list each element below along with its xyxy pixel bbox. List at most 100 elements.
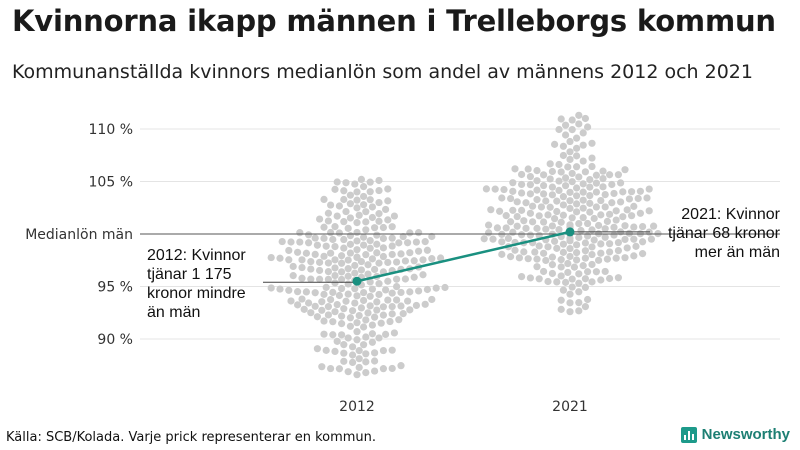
municipality-dot xyxy=(375,198,383,207)
municipality-dot xyxy=(566,299,574,307)
municipality-dot xyxy=(581,247,590,255)
municipality-dot xyxy=(575,173,583,181)
municipality-dot xyxy=(360,201,368,209)
municipality-dot xyxy=(511,246,519,254)
municipality-dot xyxy=(338,312,346,320)
municipality-dot xyxy=(373,306,381,314)
municipality-dot xyxy=(320,234,328,242)
municipality-dot xyxy=(324,259,332,267)
municipality-dot xyxy=(285,286,293,294)
municipality-dot xyxy=(298,263,306,272)
municipality-dot xyxy=(548,191,557,199)
municipality-dot xyxy=(573,184,581,192)
municipality-dot xyxy=(371,367,379,375)
municipality-dot xyxy=(548,183,557,191)
municipality-dot xyxy=(267,253,275,262)
municipality-dot xyxy=(645,185,653,193)
municipality-dot xyxy=(502,212,510,220)
municipality-dot xyxy=(555,186,563,195)
municipality-dot xyxy=(329,331,337,339)
municipality-dot xyxy=(305,239,313,247)
municipality-dot xyxy=(362,368,370,377)
municipality-dot xyxy=(346,322,354,330)
municipality-dot xyxy=(412,301,420,310)
municipality-dot xyxy=(639,222,647,231)
municipality-dot xyxy=(513,212,521,221)
municipality-dot xyxy=(540,267,548,276)
highlight-point xyxy=(352,276,362,286)
municipality-dot xyxy=(575,120,583,128)
municipality-dot xyxy=(410,273,418,281)
municipality-dot xyxy=(592,203,601,211)
municipality-dot xyxy=(588,243,596,251)
municipality-dot xyxy=(355,311,363,320)
municipality-dot xyxy=(311,289,319,297)
municipality-dot xyxy=(388,364,396,373)
municipality-dot xyxy=(535,242,543,250)
municipality-dot xyxy=(289,272,297,280)
municipality-dot xyxy=(362,218,370,226)
municipality-dot xyxy=(533,186,541,194)
municipality-dot xyxy=(535,212,543,220)
municipality-dot xyxy=(428,255,436,263)
municipality-dot xyxy=(294,301,302,309)
municipality-dot xyxy=(555,225,563,234)
municipality-dot xyxy=(351,299,359,307)
municipality-dot xyxy=(579,180,587,188)
municipality-dot xyxy=(399,232,407,241)
municipality-dot xyxy=(643,194,651,202)
municipality-dot xyxy=(375,217,383,225)
municipality-dot xyxy=(401,257,409,265)
municipality-dot xyxy=(329,288,337,296)
municipality-dot xyxy=(432,284,440,292)
municipality-dot xyxy=(579,157,587,165)
municipality-dot xyxy=(579,188,587,196)
municipality-dot xyxy=(533,167,541,175)
municipality-dot xyxy=(351,285,359,293)
x-tick-label: 2012 xyxy=(339,399,375,415)
municipality-dot xyxy=(340,187,348,195)
municipality-dot xyxy=(368,338,376,346)
municipality-dot xyxy=(540,171,548,179)
municipality-dot xyxy=(311,234,319,242)
municipality-dot xyxy=(531,248,539,256)
municipality-dot xyxy=(559,142,568,150)
municipality-dot xyxy=(415,247,423,255)
municipality-dot xyxy=(322,283,330,291)
municipality-dot xyxy=(318,306,326,314)
municipality-dot xyxy=(557,256,565,264)
municipality-dot xyxy=(610,189,618,198)
municipality-dot xyxy=(498,194,506,202)
municipality-dot xyxy=(340,357,348,365)
municipality-dot xyxy=(606,240,614,248)
municipality-dot xyxy=(340,349,348,357)
municipality-dot xyxy=(379,346,387,355)
municipality-dot xyxy=(533,255,541,263)
municipality-dot xyxy=(379,234,387,243)
municipality-dot xyxy=(335,202,343,210)
municipality-dot xyxy=(399,310,407,318)
municipality-dot xyxy=(366,278,374,286)
municipality-dot xyxy=(415,287,423,295)
municipality-dot xyxy=(351,269,359,277)
municipality-dot xyxy=(366,302,374,310)
annotation-line: tjänar 1 175 xyxy=(147,266,232,283)
municipality-dot xyxy=(360,233,368,241)
y-tick-label: 90 % xyxy=(97,332,133,348)
municipality-dot xyxy=(553,278,561,286)
municipality-dot xyxy=(285,246,293,255)
municipality-dot xyxy=(597,240,605,248)
municipality-dot xyxy=(353,246,361,254)
municipality-dot xyxy=(331,279,339,287)
municipality-dot xyxy=(267,284,275,292)
brand-logo[interactable]: Newsworthy xyxy=(680,426,790,443)
municipality-dot xyxy=(302,249,310,257)
municipality-dot xyxy=(612,216,620,224)
municipality-dot xyxy=(307,309,315,317)
municipality-dot xyxy=(573,256,581,264)
y-tick-label: 105 % xyxy=(89,175,133,191)
municipality-dot xyxy=(573,192,581,200)
municipality-dot xyxy=(406,288,414,296)
municipality-dot xyxy=(397,288,405,297)
municipality-dot xyxy=(390,212,398,220)
